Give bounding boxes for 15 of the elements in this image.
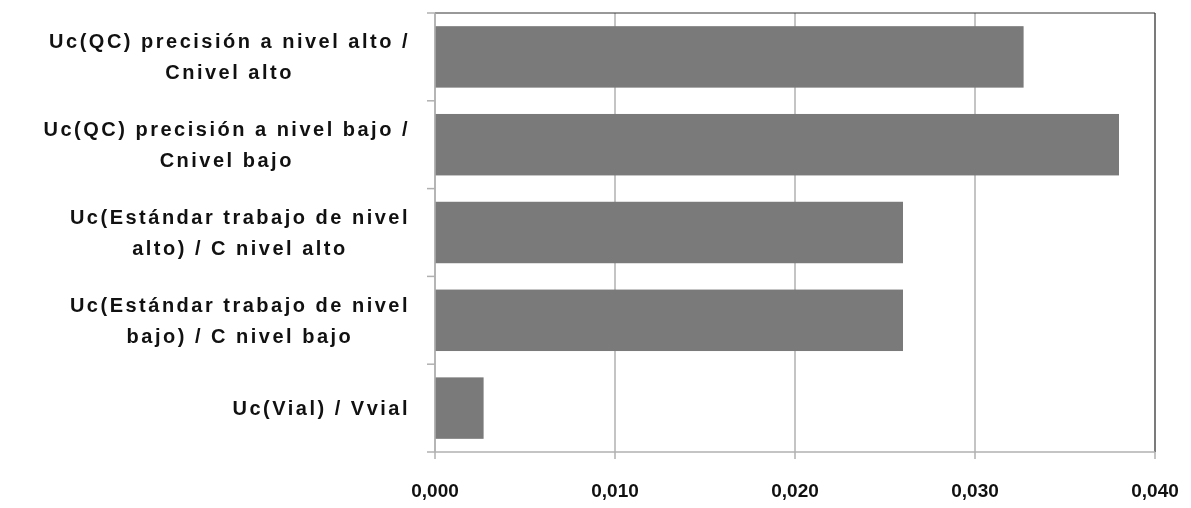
bar	[435, 289, 903, 352]
x-tick-label: 0,030	[951, 480, 999, 501]
bar	[435, 26, 1024, 88]
x-tick-label: 0,000	[411, 480, 459, 501]
y-tick-label: Uc(QC) precisión a nivel bajo / Cnivel bajo	[43, 118, 411, 172]
x-tick-label: 0,010	[591, 480, 639, 501]
y-tick-label: Uc(Vial) / Vvial	[232, 397, 411, 420]
bar	[435, 377, 484, 439]
x-tick-label: 0,020	[771, 480, 819, 501]
y-tick-label: Uc(Estándar trabajo de nivel bajo) / C nivel bajo	[69, 293, 410, 347]
y-tick-label: Uc(Estándar trabajo de nivel alto) / C nivel alto	[69, 206, 410, 259]
bar	[435, 113, 1119, 176]
x-tick-label: 0,040	[1131, 480, 1179, 501]
y-tick-label: Uc(QC) precisión a nivel alto / Cnivel alto	[49, 30, 410, 84]
bar	[435, 201, 903, 264]
